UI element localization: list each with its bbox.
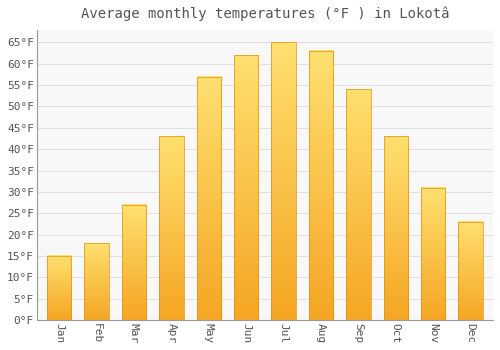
Bar [384, 136, 408, 320]
Bar [159, 136, 184, 320]
Bar [122, 205, 146, 320]
Bar [47, 256, 72, 320]
Bar [421, 188, 446, 320]
Bar [309, 51, 333, 320]
Bar [346, 89, 370, 320]
Title: Average monthly temperatures (°F ) in Lokotâ: Average monthly temperatures (°F ) in Lo… [80, 7, 449, 21]
Bar [272, 42, 295, 320]
Bar [196, 77, 221, 320]
Bar [84, 243, 108, 320]
Bar [234, 55, 258, 320]
Bar [458, 222, 483, 320]
